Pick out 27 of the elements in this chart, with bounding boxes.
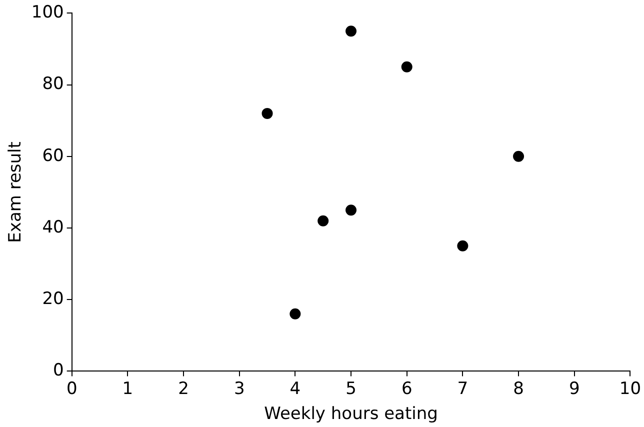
point bbox=[513, 150, 524, 162]
x-tick-label: 10 bbox=[619, 378, 642, 399]
y-tick-label: 40 bbox=[42, 217, 64, 238]
point bbox=[290, 308, 301, 320]
x-tick-label: 1 bbox=[122, 378, 134, 399]
y-tick-label: 80 bbox=[42, 74, 64, 94]
x-tick-label: 0 bbox=[66, 378, 78, 399]
x-tick-label: 2 bbox=[178, 378, 189, 399]
x-tick-label: 7 bbox=[457, 378, 468, 399]
x-tick-label: 3 bbox=[234, 378, 245, 399]
y-axis-title: Exam result bbox=[6, 141, 26, 243]
y-tick-label: 60 bbox=[42, 146, 64, 166]
y-tick-label: 100 bbox=[31, 2, 64, 23]
y-tick-label: 0 bbox=[53, 360, 64, 381]
x-tick-label: 6 bbox=[401, 378, 412, 399]
x-tick-label: 9 bbox=[568, 378, 580, 399]
y-tick-label: 20 bbox=[42, 289, 64, 310]
point bbox=[346, 26, 357, 37]
point bbox=[346, 204, 357, 216]
point bbox=[457, 240, 468, 252]
x-tick-label: 4 bbox=[290, 378, 301, 399]
point bbox=[318, 215, 329, 226]
x-tick-label: 8 bbox=[513, 378, 524, 399]
point bbox=[262, 108, 273, 119]
x-axis-title: Weekly hours eating bbox=[264, 404, 438, 424]
point bbox=[401, 61, 412, 72]
x-tick-label: 5 bbox=[346, 378, 356, 399]
